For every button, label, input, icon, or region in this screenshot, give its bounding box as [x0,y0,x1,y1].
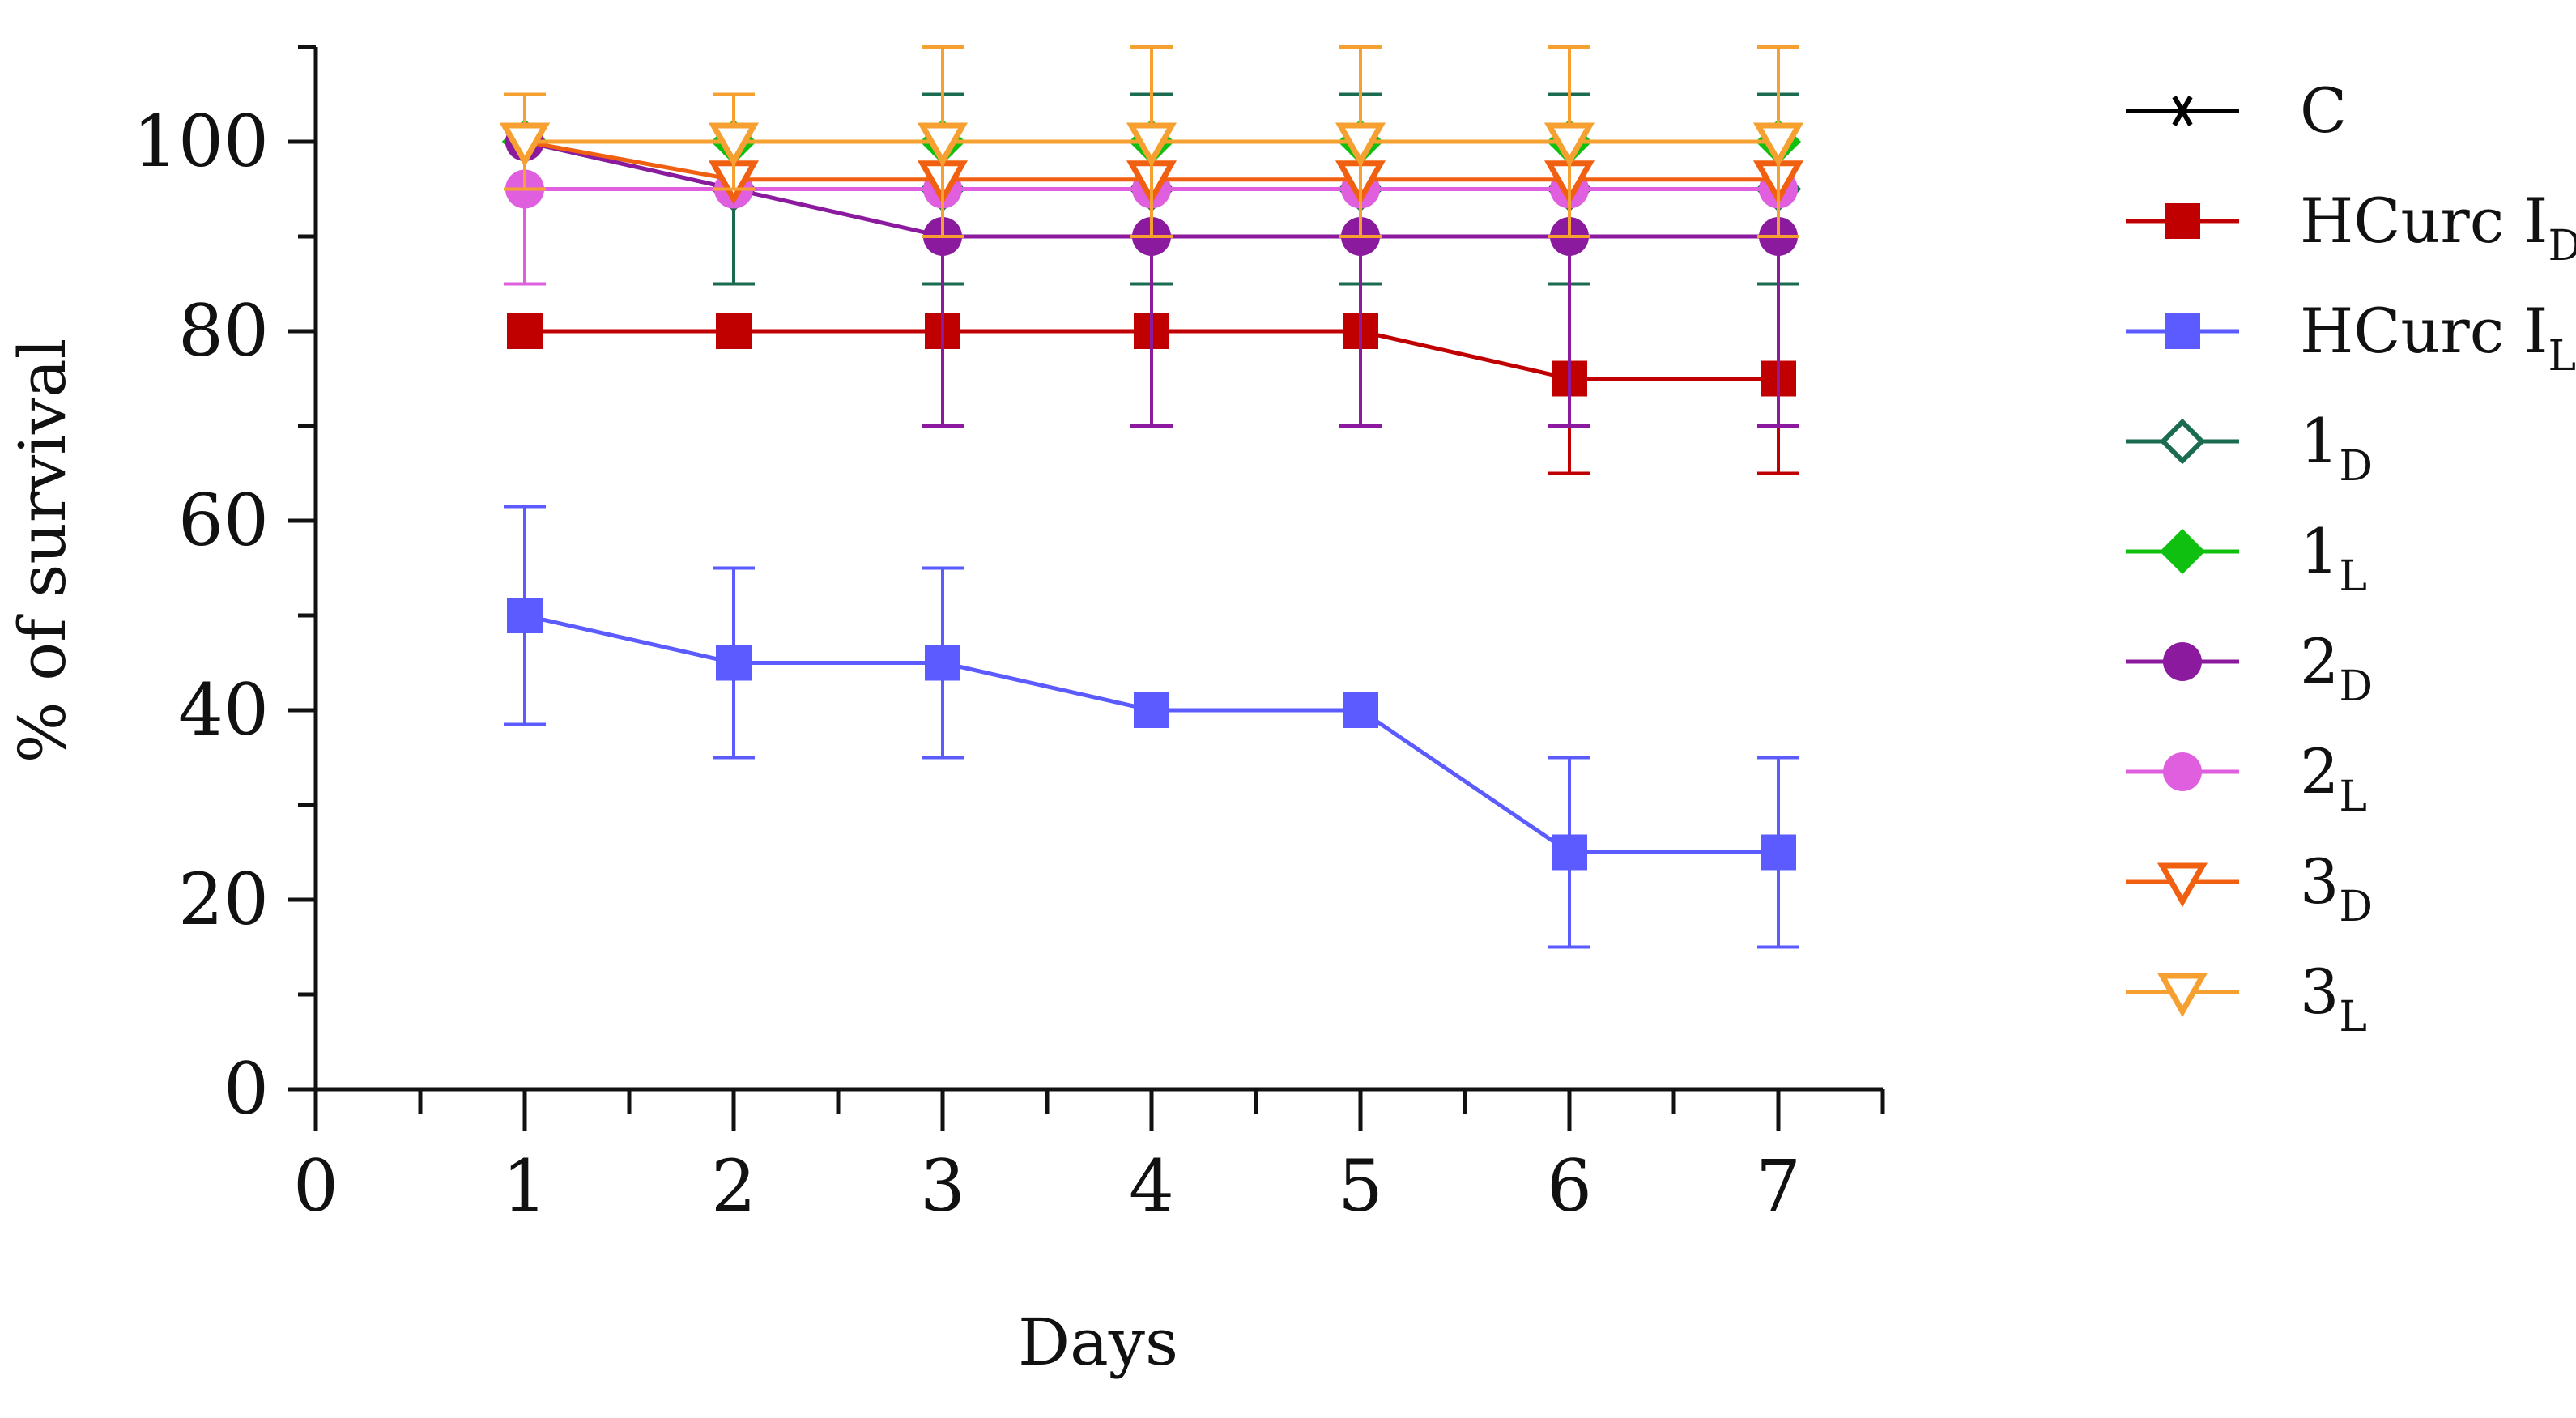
data-point [1343,692,1378,728]
legend-marker [2157,973,2208,1018]
data-point [1752,122,1804,168]
x-axis-title: Days [1018,1305,1178,1380]
data-point [1761,834,1796,871]
legend-subscript: D [2339,883,2373,931]
legend-subscript: D [2548,222,2576,270]
legend-label: C [2300,75,2347,147]
legend-marker [2165,203,2200,239]
y-tick-label: 80 [178,289,269,373]
y-tick-label: 100 [133,100,269,183]
data-point [716,313,752,349]
legend-marker [2163,642,2202,681]
data-point [708,122,760,168]
data-point [917,122,969,168]
legend-marker [2157,862,2208,908]
legend-item-1D: 1D [2126,405,2373,491]
x-tick-label: 7 [1756,1144,1801,1228]
y-tick-label: 20 [178,858,269,941]
series-line [524,613,1778,854]
legend-item-3L: 3L [2126,956,2367,1041]
legend-item-2D: 2D [2126,625,2373,711]
y-tick-label: 0 [224,1047,269,1131]
legend-marker [2159,418,2206,465]
legend-item-HCurcIL: HCurc IL [2126,295,2576,381]
series-3L [499,45,1804,238]
x-tick-label: 0 [293,1144,338,1228]
data-point [1134,692,1169,728]
legend-label: 1L [2300,515,2367,601]
legend-subscript: L [2339,773,2367,821]
legend-label: HCurc ID [2300,185,2576,270]
y-axis-title: % of survival [5,339,80,764]
data-point [507,313,543,349]
legend-label: 3L [2300,956,2367,1041]
data-point [1335,122,1386,168]
legend-subscript: L [2339,993,2367,1041]
legend-subscript: L [2339,552,2367,601]
data-point [1552,834,1587,871]
legend-marker [2160,529,2205,574]
x-tick-label: 3 [920,1144,965,1228]
data-point [925,645,960,681]
legend-item-C: C [2126,75,2347,147]
legend-marker [2165,313,2200,349]
legend-subscript: D [2339,442,2373,491]
legend-marker [2166,96,2199,126]
y-tick-label: 40 [178,668,269,752]
plot-area: 0 20 40 60 80 100 0 1 2 3 4 5 6 7 [133,45,1885,1228]
legend-subscript: L [2548,332,2576,381]
legend-item-3D: 3D [2126,845,2373,931]
data-point [716,645,752,681]
legend-label: 1D [2300,405,2373,491]
x-tick-label: 6 [1547,1144,1592,1228]
data-point [507,598,543,633]
legend-label: 2L [2300,735,2367,821]
x-tick-label: 1 [502,1144,547,1228]
legend-label: HCurc IL [2300,295,2576,381]
x-tick-label: 2 [711,1144,756,1228]
legend-label: 3D [2300,845,2373,931]
data-point [1543,122,1595,168]
legend-label: 2D [2300,625,2373,711]
legend: C HCurc ID HCurc IL 1D 1L 2D 2L 3D 3L [2126,75,2576,1041]
legend-item-1L: 1L [2126,515,2367,601]
legend-item-2L: 2L [2126,735,2367,821]
legend-subscript: D [2339,662,2373,711]
y-tick-label: 60 [178,479,269,562]
legend-item-HCurcID: HCurc ID [2126,185,2576,270]
x-tick-label: 4 [1129,1144,1174,1228]
data-point [1126,122,1177,168]
legend-marker [2163,752,2202,791]
series-HCurcIL [504,505,1799,949]
x-tick-label: 5 [1338,1144,1383,1228]
data-point [499,122,551,168]
